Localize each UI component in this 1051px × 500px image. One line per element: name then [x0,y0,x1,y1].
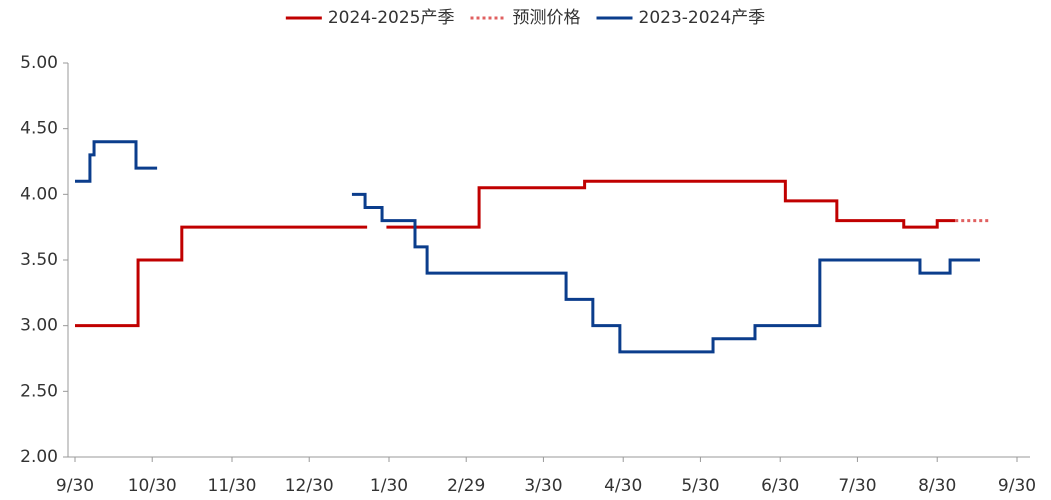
y-tick-label: 4.00 [20,184,58,204]
y-tick-label: 3.50 [20,250,58,270]
legend-label: 2024-2025产季 [328,8,455,28]
x-tick-label: 12/30 [285,476,334,496]
x-tick-label: 4/30 [604,476,642,496]
x-tick-label: 11/30 [208,476,257,496]
x-tick-label: 6/30 [761,476,799,496]
legend-label: 2023-2024产季 [639,8,766,28]
y-tick-label: 2.50 [20,381,58,401]
x-tick-label: 9/30 [998,476,1036,496]
y-tick-label: 3.00 [20,316,58,336]
y-tick-label: 5.00 [20,53,58,73]
x-tick-label: 9/30 [56,476,94,496]
series-line [75,179,956,328]
x-tick-label: 2/29 [447,476,485,496]
x-tick-label: 10/30 [128,476,177,496]
y-tick-label: 2.00 [20,447,58,467]
x-tick-label: 7/30 [838,476,876,496]
series-line [75,140,980,354]
y-tick-label: 4.50 [20,119,58,139]
legend-label: 预测价格 [513,8,581,28]
x-tick-label: 3/30 [524,476,562,496]
x-tick-label: 1/30 [370,476,408,496]
x-tick-label: 5/30 [681,476,719,496]
x-tick-label: 8/30 [918,476,956,496]
legend: 2024-2025产季 预测价格 2023-2024产季 [285,8,766,28]
